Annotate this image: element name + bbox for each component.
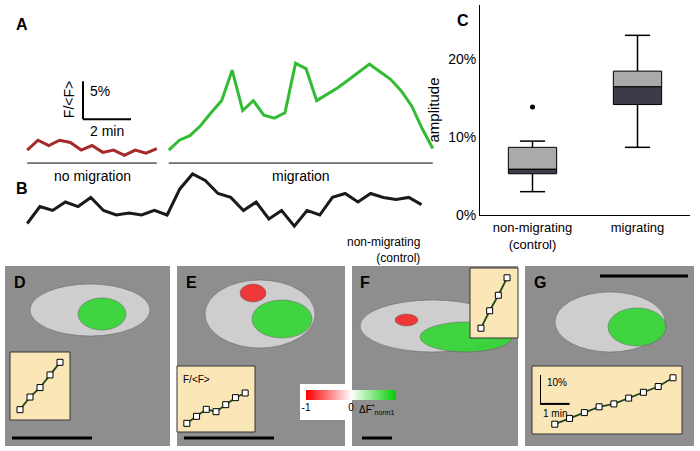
svg-text:0: 0 [348,402,354,413]
svg-text:non-migrating(control): non-migrating(control) [493,220,573,252]
svg-text:F/<F>: F/<F> [183,374,210,385]
svg-text:migrating: migrating [611,220,664,235]
svg-text:F/<F>: F/<F> [61,81,77,118]
svg-text:F: F [360,274,370,291]
svg-text:2 min: 2 min [90,123,124,139]
svg-text:ΔF​*​​norm1​: ΔF​*​​norm1​ [359,403,394,416]
svg-text:migration: migration [272,168,330,184]
svg-text:1 min: 1 min [543,408,567,419]
svg-text:20%: 20% [448,51,476,67]
svg-text:0%: 0% [456,207,476,223]
svg-text:D: D [14,274,26,291]
svg-text:E: E [186,274,197,291]
svg-text:non-migrating(control): non-migrating(control) [347,235,420,265]
svg-text:A: A [16,16,28,33]
svg-text:no migration: no migration [54,168,131,184]
svg-text:10%: 10% [547,377,567,388]
svg-text:5%: 5% [90,83,110,99]
svg-text:B: B [16,180,28,197]
svg-text:10%: 10% [448,129,476,145]
svg-text:-1: -1 [302,402,311,413]
svg-text:amplitude: amplitude [425,77,442,142]
svg-text:C: C [457,12,469,29]
svg-text:G: G [534,274,546,291]
